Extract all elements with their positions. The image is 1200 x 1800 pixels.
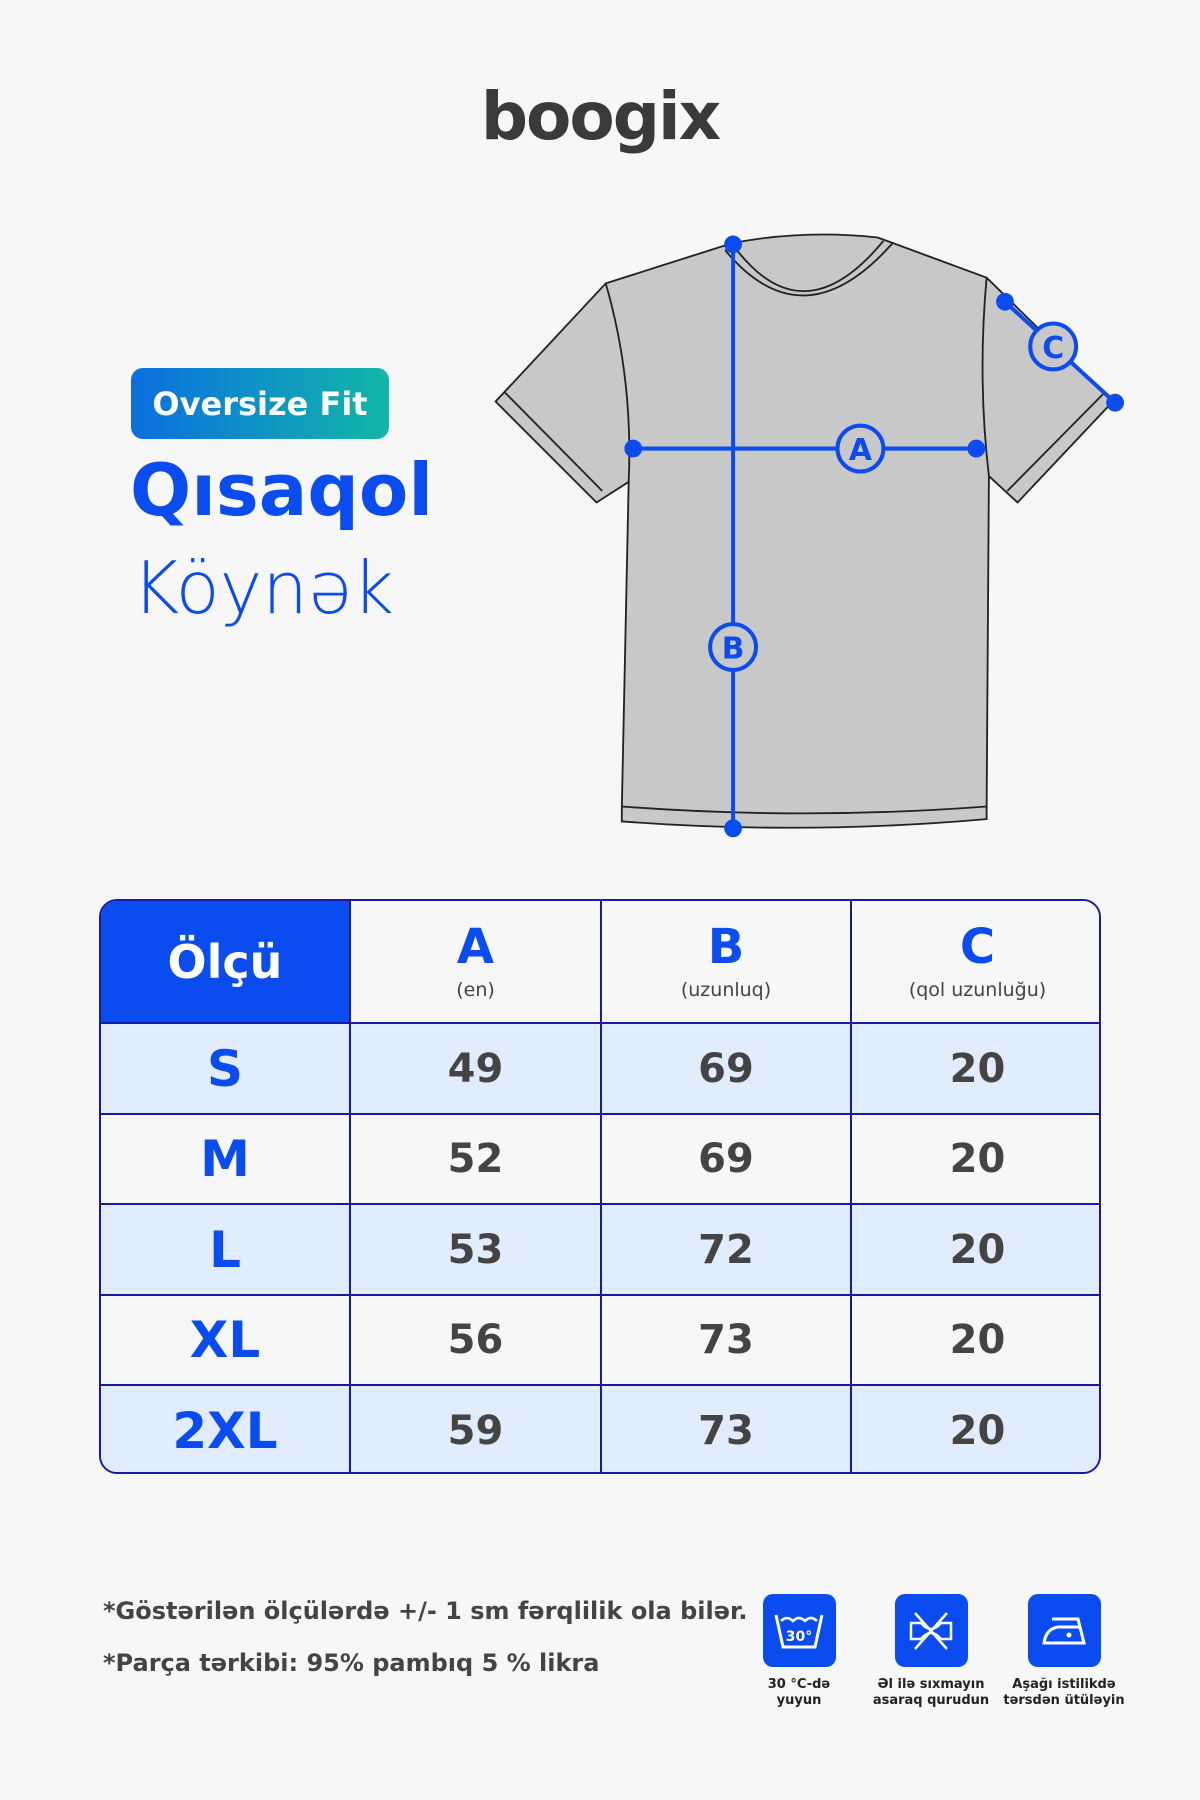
cell-a: 53 <box>351 1205 602 1296</box>
note-fabric: *Parça tərkibi: 95% pambıq 5 % likra <box>103 1649 600 1677</box>
wash-temp: 30° <box>786 1629 812 1645</box>
row-size: M <box>101 1115 351 1205</box>
header-a: A (en) <box>351 901 602 1024</box>
cell-c: 20 <box>852 1386 1099 1472</box>
row-size: L <box>101 1205 351 1296</box>
care-label: asaraq qurudun <box>872 1693 990 1709</box>
header-desc: (uzunluq) <box>680 978 772 1001</box>
care-wash: 30° 30 °C-də yuyun <box>734 1594 864 1710</box>
header-letter: C <box>959 918 996 975</box>
size-table: Ölçü A (en) B (uzunluq) C (qol uzunluğu) S … <box>99 899 1101 1474</box>
cell-b: 69 <box>602 1115 852 1205</box>
care-label: 30 °C-də <box>767 1677 831 1692</box>
cell-c: 20 <box>852 1205 1099 1296</box>
fit-badge: Oversize Fit <box>131 368 389 439</box>
label-c: C <box>1042 331 1064 366</box>
cell-c: 20 <box>852 1024 1099 1115</box>
care-wring: Əl ilə sıxmayın asaraq qurudun <box>866 1594 996 1710</box>
brand-logo: boogix <box>480 78 721 155</box>
header-desc: (en) <box>456 978 495 1001</box>
header-letter: B <box>707 918 745 975</box>
wash-30-icon: 30° <box>762 1594 836 1667</box>
cell-a: 56 <box>351 1296 602 1386</box>
cell-c: 20 <box>852 1296 1099 1386</box>
row-size: 2XL <box>101 1386 351 1472</box>
header-letter: A <box>456 918 495 975</box>
header-size: Ölçü <box>101 901 351 1024</box>
cell-b: 72 <box>602 1205 852 1296</box>
care-label: tərsdən ütüləyin <box>1003 1693 1125 1709</box>
row-size: S <box>101 1024 351 1115</box>
product-title: Qısaqol <box>130 448 434 532</box>
header-b: B (uzunluq) <box>602 901 852 1024</box>
care-label: Əl ilə sıxmayın <box>877 1677 985 1692</box>
label-b: B <box>722 632 745 667</box>
cell-b: 73 <box>602 1296 852 1386</box>
header-desc: (qol uzunluğu) <box>908 978 1047 1001</box>
no-wring-icon <box>894 1594 968 1667</box>
cell-b: 69 <box>602 1024 852 1115</box>
care-label: Aşağı istilikdə <box>1012 1677 1116 1692</box>
note-tolerance: *Göstərilən ölçülərdə +/- 1 sm fərqlilik… <box>103 1597 748 1625</box>
care-iron: Aşağı istilikdə tərsdən ütüləyin <box>999 1594 1129 1710</box>
cell-a: 49 <box>351 1024 602 1115</box>
cell-b: 73 <box>602 1386 852 1472</box>
cell-a: 59 <box>351 1386 602 1472</box>
cell-c: 20 <box>852 1115 1099 1205</box>
iron-low-icon <box>1027 1594 1101 1667</box>
cell-a: 52 <box>351 1115 602 1205</box>
product-subtitle: Köynək <box>132 546 394 630</box>
care-label: yuyun <box>776 1693 822 1709</box>
row-size: XL <box>101 1296 351 1386</box>
header-c: C (qol uzunluğu) <box>852 901 1099 1024</box>
tshirt-diagram: A B C <box>494 233 1124 838</box>
header-size-label: Ölçü <box>167 934 283 989</box>
label-a: A <box>849 433 872 468</box>
